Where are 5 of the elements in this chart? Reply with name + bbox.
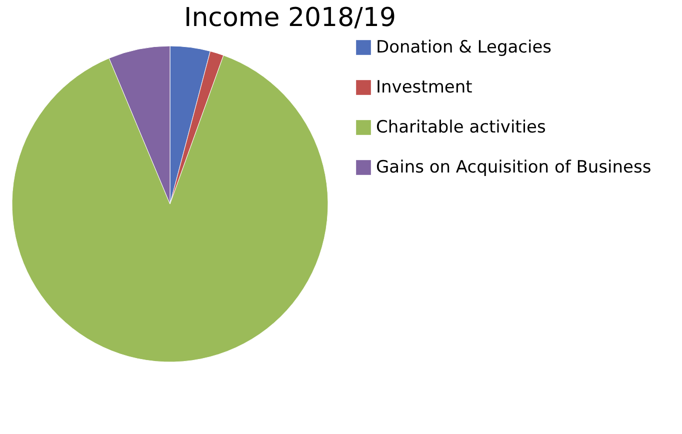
legend-label: Donation & Legacies: [376, 38, 552, 58]
legend-label: Gains on Acquisition of Business: [376, 158, 652, 178]
chart-title: Income 2018/19: [184, 3, 396, 33]
legend-label: Charitable activities: [376, 118, 546, 138]
legend-label: Investment: [376, 78, 473, 98]
